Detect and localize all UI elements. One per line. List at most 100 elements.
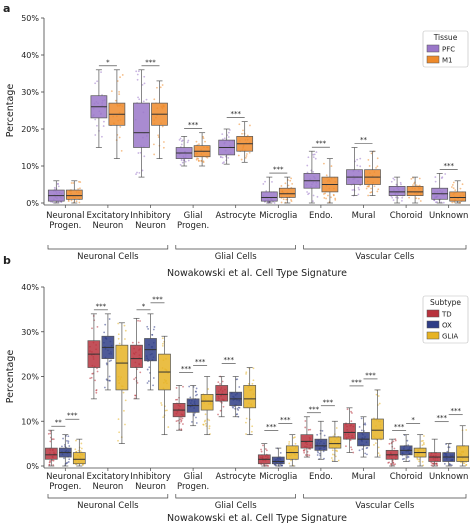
data-point <box>136 381 139 384</box>
data-point <box>358 426 361 428</box>
data-point <box>304 426 307 429</box>
data-point <box>323 197 326 199</box>
data-point <box>202 161 205 164</box>
data-point <box>262 444 264 447</box>
data-point <box>331 453 334 456</box>
data-point <box>102 125 105 127</box>
data-point <box>369 191 372 194</box>
data-point <box>420 440 423 443</box>
significance-label: *** <box>188 121 199 129</box>
data-point <box>361 448 364 451</box>
data-point <box>157 136 160 138</box>
data-point <box>142 100 145 103</box>
data-point <box>337 459 340 462</box>
data-point <box>356 164 359 167</box>
data-point <box>135 173 137 176</box>
data-point <box>119 125 122 128</box>
data-point <box>148 366 151 369</box>
data-point <box>223 161 225 164</box>
data-point <box>68 458 71 461</box>
data-point <box>245 372 247 375</box>
group-bracket <box>175 245 296 250</box>
data-point <box>195 422 198 424</box>
y-tick-label: 10% <box>21 162 39 171</box>
data-point <box>221 156 224 159</box>
box-ox <box>271 456 285 465</box>
box-glia <box>328 436 342 449</box>
data-point <box>137 319 139 322</box>
data-point <box>280 185 283 187</box>
data-point <box>251 425 254 428</box>
data-point <box>395 196 397 199</box>
data-point <box>145 98 148 101</box>
data-point <box>373 185 376 188</box>
data-point <box>62 437 64 440</box>
data-point <box>430 461 433 464</box>
data-point <box>191 421 193 423</box>
y-tick-label: 0% <box>26 462 39 471</box>
data-point <box>323 434 326 437</box>
x-tick-label: Choroid <box>390 211 423 221</box>
data-point <box>245 153 248 155</box>
data-point <box>376 165 379 168</box>
data-point <box>70 199 73 202</box>
data-point <box>331 449 334 452</box>
data-point <box>282 198 285 201</box>
data-point <box>49 440 52 443</box>
data-point <box>139 320 141 322</box>
data-point <box>459 187 462 190</box>
x-tick-label: Excitatory <box>86 211 129 221</box>
y-tick-label: 0% <box>26 199 39 208</box>
box-glia <box>115 344 129 391</box>
data-point <box>334 455 337 458</box>
x-tick-label: Mural <box>352 211 376 221</box>
data-point <box>346 408 349 411</box>
data-point <box>118 431 121 434</box>
data-point <box>67 200 70 203</box>
data-point <box>377 452 380 455</box>
data-point <box>166 409 168 412</box>
data-point <box>105 378 108 381</box>
data-point <box>181 139 184 142</box>
data-point <box>164 409 167 412</box>
data-point <box>335 427 338 429</box>
data-point <box>462 462 465 464</box>
legend-swatch <box>426 44 440 53</box>
data-point <box>421 444 424 447</box>
data-point <box>181 417 184 420</box>
data-point <box>288 443 290 445</box>
data-point <box>152 384 154 387</box>
data-point <box>67 435 70 438</box>
data-point <box>388 442 391 445</box>
group-bracket <box>47 494 169 499</box>
legend-title: Tissue <box>433 33 458 42</box>
data-point <box>378 454 381 457</box>
data-point <box>392 177 395 180</box>
data-point <box>240 158 243 161</box>
group-label: Vascular Cells <box>355 252 415 262</box>
data-point <box>181 161 184 164</box>
data-point <box>359 157 362 160</box>
significance-label: *** <box>152 295 163 303</box>
data-point <box>312 194 315 197</box>
data-point <box>392 461 395 464</box>
data-point <box>451 184 454 186</box>
y-tick-label: 20% <box>21 373 39 382</box>
data-point <box>146 325 149 328</box>
data-point <box>118 93 121 95</box>
data-point <box>96 80 99 83</box>
data-point <box>52 438 55 441</box>
data-point <box>195 158 198 161</box>
data-point <box>245 155 248 157</box>
data-point <box>91 372 94 375</box>
data-point <box>358 188 361 191</box>
data-point <box>364 423 367 426</box>
data-point <box>242 129 244 132</box>
data-point <box>290 200 293 203</box>
x-tick-label: Progen. <box>49 482 81 492</box>
box-td <box>44 447 58 460</box>
data-point <box>376 157 379 160</box>
data-point <box>180 143 183 146</box>
data-point <box>162 416 165 419</box>
group-label: Vascular Cells <box>355 501 415 511</box>
